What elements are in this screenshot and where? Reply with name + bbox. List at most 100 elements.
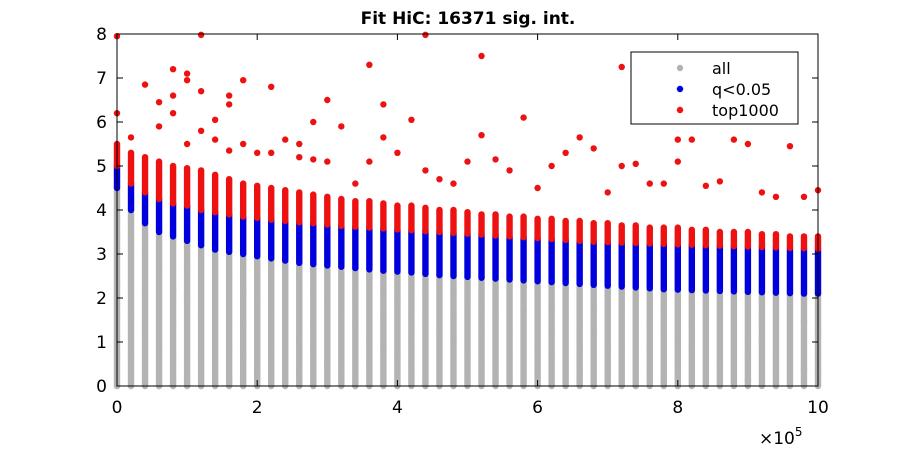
data-point	[744, 332, 752, 340]
data-point	[688, 343, 696, 350]
data-point	[716, 338, 724, 345]
data-point	[450, 285, 457, 293]
point-column	[562, 236, 569, 287]
point-column	[576, 237, 583, 288]
data-point	[254, 149, 261, 156]
point-column	[352, 223, 359, 272]
data-point	[408, 116, 415, 124]
point-column	[534, 234, 541, 285]
data-point	[786, 311, 794, 319]
point-column	[394, 226, 401, 275]
point-column	[366, 224, 373, 273]
data-point	[534, 370, 541, 377]
x-multiplier-base: ×10	[759, 429, 795, 449]
data-point	[141, 248, 149, 256]
point-column	[800, 290, 808, 390]
data-point	[127, 351, 135, 359]
data-point	[324, 269, 331, 276]
data-point	[800, 295, 808, 303]
data-point	[211, 294, 219, 301]
data-point	[380, 134, 387, 141]
data-point	[576, 322, 583, 330]
data-point	[618, 300, 625, 308]
data-point	[282, 136, 289, 143]
point-column	[590, 220, 597, 245]
point-column	[758, 231, 766, 251]
data-point	[197, 127, 205, 134]
point-column	[604, 282, 611, 390]
data-point	[730, 136, 738, 143]
data-point	[324, 96, 331, 104]
data-point	[660, 325, 667, 333]
point-column	[211, 209, 219, 253]
data-point	[604, 365, 611, 372]
data-point	[380, 314, 387, 322]
point-column	[786, 233, 794, 252]
data-point	[730, 321, 738, 328]
data-point	[632, 359, 639, 367]
x-tick-label: 0	[112, 398, 123, 418]
point-column	[632, 239, 639, 291]
y-tick-label: 1	[96, 333, 107, 353]
data-point	[282, 264, 289, 272]
data-point	[310, 346, 317, 354]
legend-marker-q005	[676, 85, 684, 93]
point-column	[730, 228, 738, 250]
data-point	[183, 140, 191, 148]
data-point	[548, 162, 555, 170]
point-column	[268, 216, 275, 262]
data-point	[169, 66, 177, 73]
point-column	[338, 195, 345, 230]
data-point	[562, 285, 569, 293]
data-point	[450, 180, 457, 187]
point-column	[478, 231, 485, 281]
data-point	[338, 368, 345, 376]
point-column	[688, 226, 696, 248]
data-point	[380, 287, 387, 295]
data-point	[702, 354, 710, 362]
point-column	[141, 189, 149, 227]
data-point	[800, 193, 808, 200]
legend-marker-all	[676, 64, 684, 72]
data-point	[310, 118, 317, 126]
point-column	[239, 213, 247, 258]
point-column	[450, 206, 457, 237]
point-column	[464, 273, 471, 390]
point-column	[744, 228, 752, 250]
data-point	[254, 298, 261, 306]
data-point	[155, 123, 163, 130]
data-point	[800, 317, 808, 324]
x-tick-label: 8	[672, 398, 683, 418]
data-point	[744, 140, 752, 148]
point-column	[534, 215, 541, 242]
data-point	[730, 299, 738, 306]
point-column	[324, 193, 331, 228]
data-point	[772, 349, 780, 357]
data-point	[450, 337, 457, 344]
data-point	[211, 326, 219, 334]
data-point	[646, 342, 653, 349]
legend-box	[630, 51, 799, 125]
data-point	[422, 290, 429, 297]
data-point	[674, 360, 681, 367]
data-point	[702, 304, 710, 311]
data-point	[225, 272, 233, 279]
y-tick-label: 0	[96, 377, 107, 397]
data-point	[590, 329, 597, 336]
data-point	[380, 342, 387, 349]
point-column	[492, 211, 499, 239]
point-column	[211, 171, 219, 216]
data-point	[772, 193, 780, 200]
data-point	[282, 294, 289, 301]
point-column	[141, 220, 149, 390]
data-point	[366, 362, 373, 369]
chart-title: Fit HiC: 16371 sig. int.	[361, 9, 576, 29]
data-point	[296, 339, 303, 346]
data-point	[646, 180, 653, 187]
data-point	[197, 31, 205, 39]
data-point	[239, 289, 247, 297]
point-column	[506, 213, 513, 240]
data-point	[169, 286, 177, 293]
data-point	[450, 311, 457, 319]
point-column	[155, 228, 163, 390]
